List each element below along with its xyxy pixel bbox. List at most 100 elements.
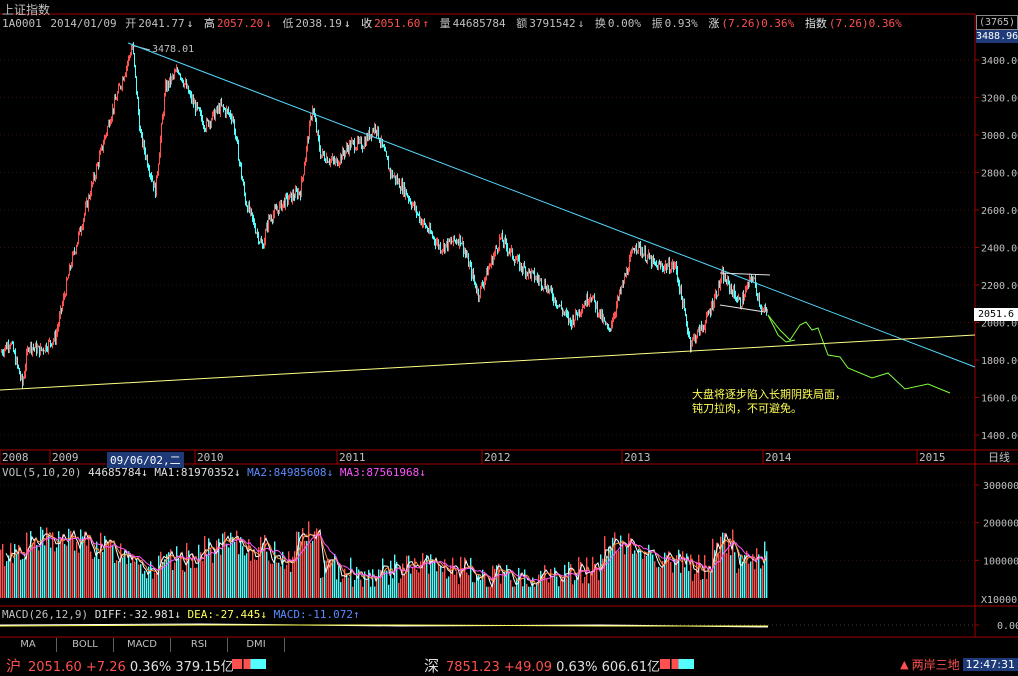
tab-dmi[interactable]: DMI	[228, 638, 285, 652]
open-price: 开 2041.77 ↓	[125, 17, 194, 30]
volume-bar	[276, 562, 278, 598]
volume-bar	[456, 571, 458, 598]
volume-bar	[452, 557, 454, 598]
volume-bar	[340, 582, 342, 598]
volume-bar	[34, 540, 36, 598]
volume-bar	[336, 579, 338, 598]
volume-bar	[322, 577, 324, 598]
volume-bar	[374, 586, 376, 598]
volume-bar	[162, 561, 164, 598]
volume-bar	[442, 571, 444, 598]
tab-rsi[interactable]: RSI	[171, 638, 228, 652]
sz-quote[interactable]: 7851.23 +49.09 0.63% 606.61亿	[446, 660, 661, 675]
volume-bar	[306, 540, 308, 598]
volume-bar	[406, 555, 408, 598]
volume-bar	[410, 573, 412, 598]
volume-bar	[208, 538, 210, 598]
volume-bar	[568, 561, 570, 598]
volume-bar	[550, 569, 552, 598]
volume-bar	[90, 551, 92, 598]
volume-bar	[610, 546, 612, 598]
volume-bar	[470, 557, 472, 598]
volume-bar	[704, 555, 706, 598]
volume-bar	[594, 563, 596, 598]
volume-bar	[732, 529, 734, 598]
volume-bar	[4, 566, 6, 598]
volume-bar	[622, 540, 624, 598]
volume-bar	[118, 560, 120, 598]
volume-bar	[370, 586, 372, 598]
volume-bar	[278, 562, 280, 598]
volume-bar	[670, 562, 672, 598]
sz-market-label: 深	[424, 657, 440, 675]
volume-bar	[120, 543, 122, 598]
volume-bar	[500, 583, 502, 598]
volume-bar	[630, 538, 632, 598]
volume-bar	[484, 571, 486, 598]
volume-bar	[644, 551, 646, 598]
volume-bar	[392, 578, 394, 598]
volume-bar	[756, 548, 758, 598]
volume-bar	[702, 578, 704, 598]
volume-bar	[420, 561, 422, 598]
volume-bar	[502, 572, 504, 598]
volume-bar	[700, 579, 702, 598]
volume-bar	[126, 563, 128, 598]
volume-bar	[354, 579, 356, 598]
volume-bar	[628, 533, 630, 598]
volume-bar	[112, 544, 114, 598]
sh-quote[interactable]: 2051.60 +7.26 0.36% 379.15亿	[28, 660, 234, 675]
volume-bar	[616, 551, 618, 598]
volume-bar	[96, 541, 98, 598]
stock-count-box[interactable]: (3765)	[976, 15, 1018, 30]
volume-bar	[690, 554, 692, 598]
volume-bar	[736, 572, 738, 598]
volume-bar	[390, 560, 392, 598]
volume-bar	[258, 547, 260, 598]
volume-bar	[164, 559, 166, 598]
volume-bar	[310, 543, 312, 598]
volume-bar	[512, 586, 514, 598]
volume-bar	[58, 531, 60, 598]
volume-bar	[606, 555, 608, 598]
tab-macd[interactable]: MACD	[114, 638, 171, 652]
volume-bar	[464, 557, 466, 598]
volume-bar	[50, 547, 52, 598]
tab-ma[interactable]: MA	[0, 638, 57, 652]
volume-bar	[588, 583, 590, 598]
volume-bar	[32, 542, 34, 598]
close-price: 收 2051.60 ↑	[361, 17, 430, 30]
price-axis-label: 2200.00	[981, 281, 1018, 292]
support-line	[0, 334, 976, 391]
sh-breadth-bar	[232, 659, 266, 669]
volume-bar	[676, 554, 678, 598]
volume-bar	[376, 575, 378, 598]
volume-bar	[412, 567, 414, 598]
volume-bar	[414, 558, 416, 598]
tab-boll[interactable]: BOLL	[57, 638, 114, 652]
volume-bar	[314, 531, 316, 598]
volume-bar	[522, 586, 524, 598]
volume-bar	[710, 572, 712, 598]
news-ticker[interactable]: 两岸三地	[911, 658, 960, 672]
volume-bar	[560, 579, 562, 598]
volume-bar	[184, 571, 186, 598]
volume-bar	[440, 566, 442, 598]
volume-bar	[242, 546, 244, 598]
volume-bar	[296, 531, 298, 598]
volume-bar	[148, 566, 150, 598]
volume-bar	[680, 572, 682, 598]
volume-bar	[294, 551, 296, 598]
volume-bar	[688, 570, 690, 598]
volume-bar	[366, 579, 368, 598]
volume-bar	[572, 584, 574, 598]
volume-bar	[288, 551, 290, 598]
alert-icon[interactable]: ▲	[900, 658, 909, 671]
macd-axis-label: 0.00	[997, 621, 1018, 632]
volume-bar	[308, 521, 310, 598]
volume-bar	[264, 534, 266, 598]
price-axis-label: 3200.00	[981, 94, 1018, 105]
price-axis-label: 2400.00	[981, 244, 1018, 255]
volume-axis-label: 200000	[983, 519, 1018, 530]
